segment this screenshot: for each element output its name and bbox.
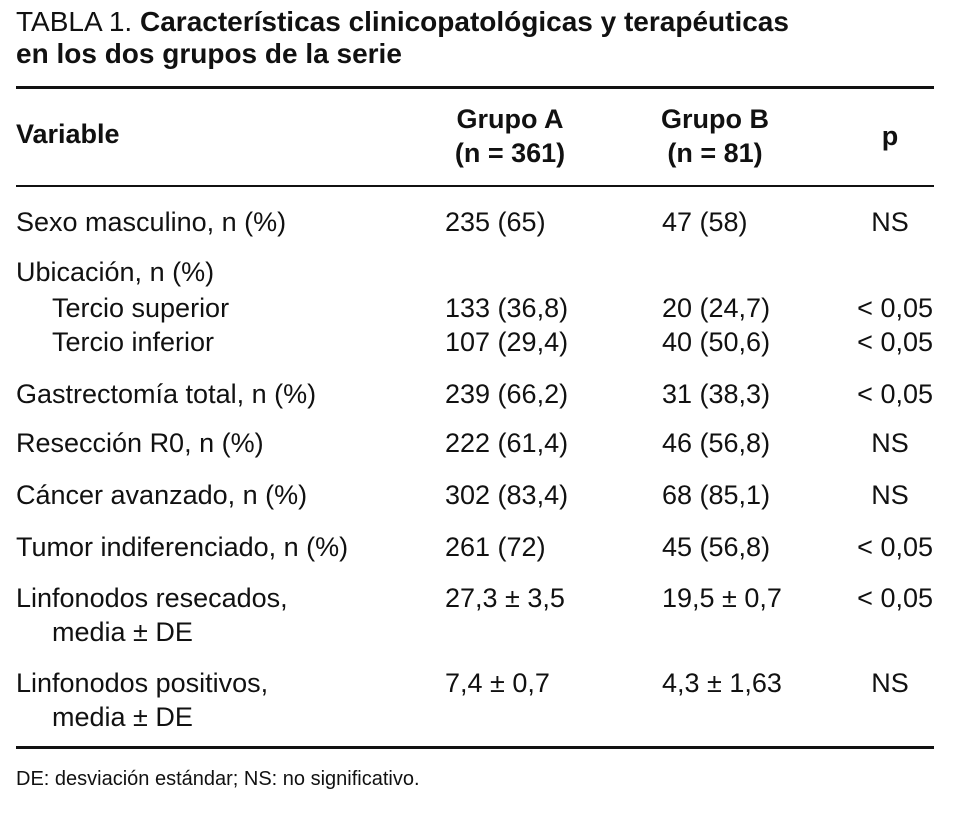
row-group-b-value: 40 (50,6) xyxy=(662,327,771,357)
row-group-b-value: 19,5 ± 0,7 xyxy=(662,583,782,613)
row-p-value: < 0,05 xyxy=(857,327,933,357)
row-group-b-value: 47 (58) xyxy=(662,207,748,237)
header-group-b: Grupo B xyxy=(661,104,769,134)
row-variable: Ubicación, n (%) xyxy=(16,257,215,287)
header-rule xyxy=(16,185,934,187)
row-group-b-value: 4,3 ± 1,63 xyxy=(662,668,782,698)
row-variable: Resección R0, n (%) xyxy=(16,428,264,458)
row-p-value: < 0,05 xyxy=(857,583,933,613)
row-variable: Sexo masculino, n (%) xyxy=(16,207,287,237)
row-group-a-value: 235 (65) xyxy=(445,207,546,237)
table-label: TABLA 1. xyxy=(16,6,133,37)
title-line-1: Características clinicopatológicas y ter… xyxy=(140,6,789,37)
row-group-a-value: 302 (83,4) xyxy=(445,480,569,510)
bottom-rule xyxy=(16,746,934,749)
row-group-b-value: 46 (56,8) xyxy=(662,428,771,458)
row-group-b-value: 68 (85,1) xyxy=(662,480,771,510)
header-variable: Variable xyxy=(16,119,120,149)
footnote: DE: desviación estándar; NS: no signific… xyxy=(16,768,420,790)
table-title: TABLA 1. Características clinicopatológi… xyxy=(16,6,789,70)
row-variable-detail: media ± DE xyxy=(52,617,193,647)
row-p-value: < 0,05 xyxy=(857,293,933,323)
row-variable: Tercio inferior xyxy=(52,327,215,357)
row-group-a-value: 133 (36,8) xyxy=(445,293,569,323)
row-variable-detail: media ± DE xyxy=(52,702,193,732)
row-variable: Gastrectomía total, n (%) xyxy=(16,379,317,409)
header-p: p xyxy=(881,121,899,151)
row-group-b-value: 20 (24,7) xyxy=(662,293,771,323)
row-variable: Linfonodos resecados, xyxy=(16,583,288,613)
row-p-value: < 0,05 xyxy=(857,532,933,562)
title-line-2: en los dos grupos de la serie xyxy=(16,38,402,69)
row-variable: Tercio superior xyxy=(52,293,230,323)
row-group-a-value: 239 (66,2) xyxy=(445,379,569,409)
row-group-b-value: 31 (38,3) xyxy=(662,379,771,409)
row-p-value: < 0,05 xyxy=(857,379,933,409)
row-p-value: NS xyxy=(871,668,909,698)
header-group-a: Grupo A xyxy=(456,104,564,134)
row-group-b-value: 45 (56,8) xyxy=(662,532,771,562)
header-group-a-n: (n = 361) xyxy=(454,138,566,168)
row-group-a-value: 261 (72) xyxy=(445,532,546,562)
row-variable: Linfonodos positivos, xyxy=(16,668,269,698)
row-group-a-value: 107 (29,4) xyxy=(445,327,569,357)
row-group-a-value: 7,4 ± 0,7 xyxy=(445,668,550,698)
row-p-value: NS xyxy=(871,480,909,510)
row-p-value: NS xyxy=(871,428,909,458)
row-group-a-value: 222 (61,4) xyxy=(445,428,569,458)
row-p-value: NS xyxy=(871,207,909,237)
top-rule xyxy=(16,86,934,89)
header-group-b-n: (n = 81) xyxy=(667,138,763,168)
row-variable: Cáncer avanzado, n (%) xyxy=(16,480,308,510)
row-variable: Tumor indiferenciado, n (%) xyxy=(16,532,349,562)
row-group-a-value: 27,3 ± 3,5 xyxy=(445,583,565,613)
